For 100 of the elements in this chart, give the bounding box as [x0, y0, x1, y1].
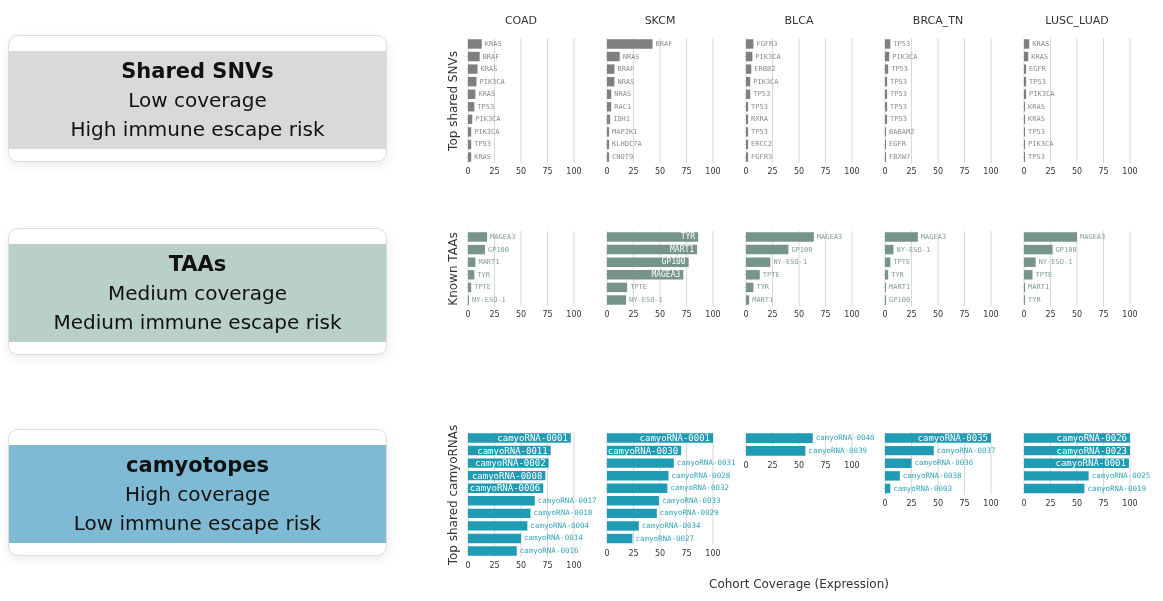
bar — [607, 232, 699, 242]
bar — [885, 445, 934, 456]
bar — [607, 470, 669, 481]
bar — [607, 533, 633, 544]
bar — [468, 39, 482, 49]
y-axis-title: Top shared camyoRNAs — [446, 424, 460, 567]
bar — [468, 508, 531, 519]
y-tick-label: camyoRNA-0006 — [469, 483, 541, 494]
bar — [746, 295, 750, 305]
x-axis-title: Cohort Coverage (Expression) — [709, 577, 889, 591]
x-tick-label: 0 — [1021, 310, 1027, 319]
bar — [607, 139, 610, 150]
bar — [468, 76, 477, 87]
y-tick-label: camyoRNA-0001 — [1055, 458, 1126, 469]
x-tick-label: 0 — [882, 310, 888, 319]
bar — [607, 152, 610, 162]
y-tick-label: GP100 — [661, 257, 686, 267]
bar — [468, 546, 517, 556]
bar — [885, 270, 889, 280]
x-tick-label: 25 — [1045, 310, 1056, 319]
x-tick-label: 50 — [1071, 310, 1083, 319]
y-tick-label: camyoRNA-0001 — [497, 432, 568, 443]
x-tick-label: 0 — [465, 310, 471, 319]
bar — [468, 152, 472, 162]
bar — [607, 257, 689, 267]
y-tick-label: camyoRNA-0026 — [1056, 433, 1127, 443]
x-tick-label: 100 — [1122, 310, 1138, 319]
x-tick-label: 0 — [604, 310, 610, 319]
x-tick-label: 50 — [793, 310, 805, 319]
bar — [746, 244, 789, 255]
y-tick-label: camyoRNA-0023 — [1056, 445, 1127, 456]
bar — [746, 232, 814, 242]
bar — [607, 64, 615, 74]
x-tick-label: 100 — [705, 548, 721, 558]
bar — [607, 458, 674, 468]
x-tick-label: 75 — [1098, 167, 1109, 176]
chart-title: BLCA — [784, 13, 814, 27]
x-tick-label: 25 — [628, 310, 639, 319]
bar — [607, 39, 653, 49]
text: High coverage — [124, 480, 271, 508]
x-tick-label: 100 — [566, 167, 582, 176]
bar — [468, 139, 472, 150]
x-tick-label: 75 — [959, 167, 970, 176]
y-tick-label: camyoRNA-0002 — [475, 458, 546, 469]
bar — [746, 282, 754, 293]
x-tick-label: 100 — [844, 310, 860, 319]
x-tick-label: 100 — [705, 310, 721, 319]
x-tick-label: 100 — [844, 167, 860, 176]
x-tick-label: 0 — [465, 561, 471, 570]
x-tick-label: 100 — [983, 310, 999, 319]
x-tick-label: 100 — [983, 167, 999, 176]
x-tick-label: 75 — [1098, 498, 1109, 508]
x-tick-label: 0 — [882, 167, 888, 176]
x-tick-label: 75 — [681, 548, 692, 558]
x-tick-label: 0 — [743, 167, 749, 176]
bar — [607, 89, 612, 99]
bar — [468, 533, 521, 544]
x-tick-label: 25 — [906, 310, 917, 319]
bar — [885, 458, 912, 468]
x-tick-label: 75 — [959, 498, 970, 508]
x-tick-label: 25 — [628, 167, 639, 176]
y-tick-label: camyoRNA-0035 — [917, 433, 988, 443]
x-tick-label: 25 — [767, 310, 778, 319]
x-tick-label: 75 — [681, 167, 692, 176]
x-tick-label: 25 — [767, 167, 778, 176]
x-tick-label: 0 — [465, 167, 471, 176]
x-tick-label: 75 — [1098, 310, 1109, 319]
x-tick-label: 50 — [932, 310, 944, 319]
x-tick-label: 0 — [743, 461, 749, 470]
bar — [468, 282, 472, 293]
bar — [607, 483, 668, 493]
x-tick-label: 0 — [743, 310, 749, 319]
x-tick-label: 50 — [1071, 167, 1083, 176]
bar — [468, 114, 473, 125]
x-tick-label: 25 — [489, 310, 500, 319]
x-tick-label: 100 — [566, 310, 582, 319]
x-tick-label: 100 — [1122, 498, 1138, 508]
bar — [1024, 270, 1033, 280]
x-tick-label: 75 — [820, 310, 831, 319]
x-tick-label: 25 — [489, 561, 500, 570]
x-tick-label: 0 — [604, 167, 610, 176]
x-tick-label: 100 — [1122, 167, 1138, 176]
text: Shared SNVs — [121, 57, 274, 85]
text: Low coverage — [128, 86, 267, 114]
bar — [468, 64, 478, 74]
y-tick-label: MAGEA3 — [651, 269, 681, 279]
bar — [1024, 471, 1089, 481]
text: camyotopes — [126, 451, 269, 479]
x-tick-label: 75 — [820, 167, 831, 176]
bar — [468, 102, 475, 112]
text: Low immune escape risk — [73, 509, 322, 537]
y-tick-label: camyoRNA-0001 — [639, 432, 710, 443]
bar — [468, 270, 475, 280]
y-tick-label: camyoRNA-0011 — [477, 445, 548, 456]
bar — [607, 76, 615, 87]
bar — [885, 244, 894, 255]
y-tick-label: camyoRNA-0008 — [471, 470, 543, 481]
bar — [607, 282, 628, 293]
y-axis-title: Known TAAs — [446, 232, 460, 306]
bar — [607, 521, 639, 531]
